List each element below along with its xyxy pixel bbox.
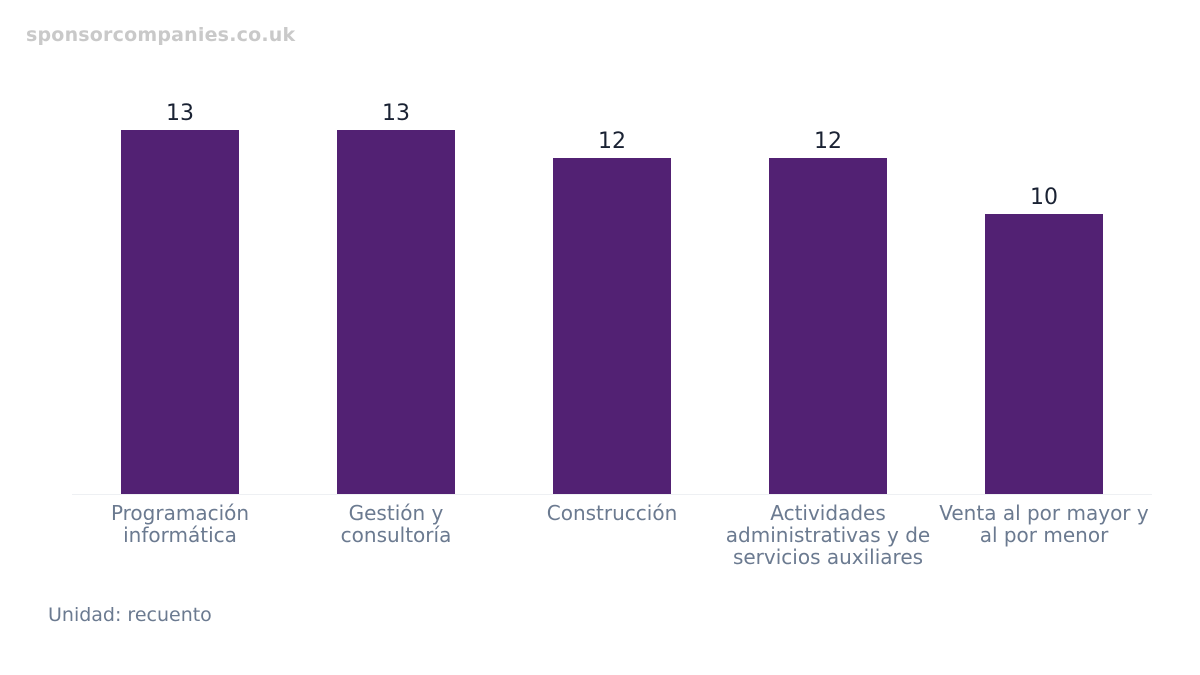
category-labels-layer: Programación informática Gestión y consulto… — [111, 501, 1149, 569]
category-label: Gestión y consultoría — [341, 501, 452, 547]
bar-value-label: 13 — [166, 101, 194, 126]
bar — [553, 158, 671, 494]
value-labels-layer: 13 13 12 12 10 — [166, 101, 1058, 210]
bar-value-label: 12 — [598, 129, 626, 154]
bar — [769, 158, 887, 494]
bar-value-label: 13 — [382, 101, 410, 126]
bar — [337, 130, 455, 494]
watermark: sponsorcompanies.co.uk — [26, 24, 296, 46]
bar-value-label: 12 — [814, 129, 842, 154]
category-label: Venta al por mayor y al por menor — [939, 501, 1149, 547]
category-label: Programación informática — [111, 501, 249, 547]
category-label: Construcción — [547, 501, 678, 525]
bar — [985, 214, 1103, 494]
bars-layer — [121, 130, 1103, 494]
bar — [121, 130, 239, 494]
category-label: Actividades administrativas y de servicios… — [726, 501, 930, 569]
bar-value-label: 10 — [1030, 185, 1058, 210]
unit-note: Unidad: recuento — [48, 604, 212, 626]
